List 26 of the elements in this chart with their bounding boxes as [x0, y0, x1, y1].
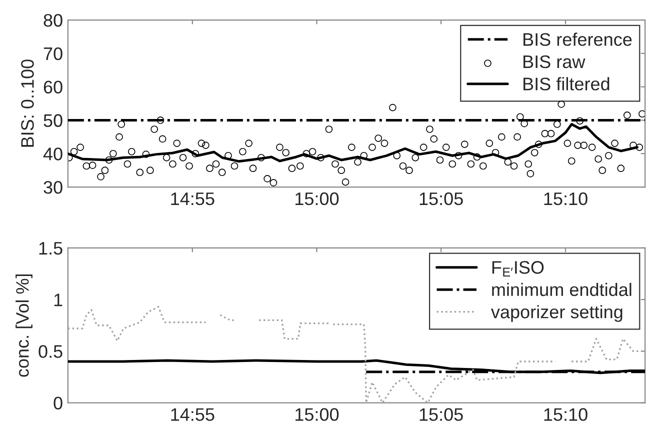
y-axis-title: conc. [Vol %]: [16, 274, 32, 377]
x-tick-label: 15:05: [420, 408, 463, 421]
y-tick-label: 1: [54, 294, 62, 306]
x-tick-label: 15:10: [544, 192, 588, 206]
x-tick-label: 15:00: [296, 408, 339, 421]
legend-label: BIS filtered: [524, 77, 610, 90]
y-tick-label: 70: [44, 47, 62, 60]
y-tick-label: 1.5: [39, 242, 62, 255]
x-tick-label: 14:55: [171, 192, 214, 206]
legend-label: BIS reference: [524, 32, 632, 46]
y-tick-label: 30: [44, 180, 62, 194]
y-tick-label: 0: [54, 396, 62, 410]
y-tick-label: 50: [44, 114, 62, 127]
legend-label: minimum endtidal: [492, 282, 632, 296]
x-tick-label: 15:05: [420, 192, 463, 206]
legend-label: vaporizer setting: [491, 305, 622, 322]
y-tick-label: 60: [44, 80, 62, 94]
legend-label: BIS raw: [524, 55, 586, 68]
y-tick-label: 40: [43, 148, 62, 160]
legend-label: F$_{E′}$ISO: [492, 261, 544, 277]
x-tick-label: 14:55: [171, 408, 214, 421]
y-tick-label: 80: [44, 14, 62, 27]
x-tick-label: 15:10: [544, 408, 588, 421]
y-tick-label: 0.5: [38, 345, 62, 358]
y-axis-title: BIS: 0..100: [21, 60, 34, 147]
x-tick-label: 15:00: [296, 192, 339, 206]
